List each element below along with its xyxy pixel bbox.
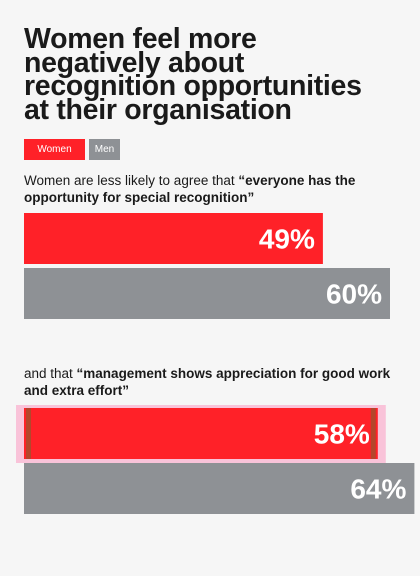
- question-2-prefix: and that: [24, 366, 77, 381]
- question-text-1: Women are less likely to agree that “eve…: [24, 172, 394, 206]
- legend: Women Men: [24, 139, 120, 160]
- question-text-2: and that “management shows appreciation …: [24, 365, 394, 399]
- question-1-quote: “everyone has the opportunity for specia…: [24, 173, 356, 205]
- bar-men-q1: [24, 268, 390, 319]
- bar-men-q2: [24, 463, 415, 514]
- bar-label-women-q2: 58%: [314, 419, 370, 450]
- question-2-quote: “management shows appreciation for good …: [24, 366, 391, 398]
- bar-highlight-edge-right: [370, 408, 376, 459]
- bar-label-men-q1: 60%: [326, 279, 382, 310]
- bar-label-men-q2: 64%: [350, 474, 406, 505]
- bar-label-women-q1: 49%: [259, 224, 315, 255]
- bar-highlight-edge-left: [26, 408, 31, 459]
- legend-item-women: Women: [24, 139, 85, 160]
- bar-women-q2: [24, 408, 378, 459]
- legend-item-men: Men: [89, 139, 120, 160]
- bar-women-q1: [24, 213, 323, 264]
- question-1-prefix: Women are less likely to agree that: [24, 173, 239, 188]
- chart-title: Women feel more negatively about recogni…: [24, 23, 362, 126]
